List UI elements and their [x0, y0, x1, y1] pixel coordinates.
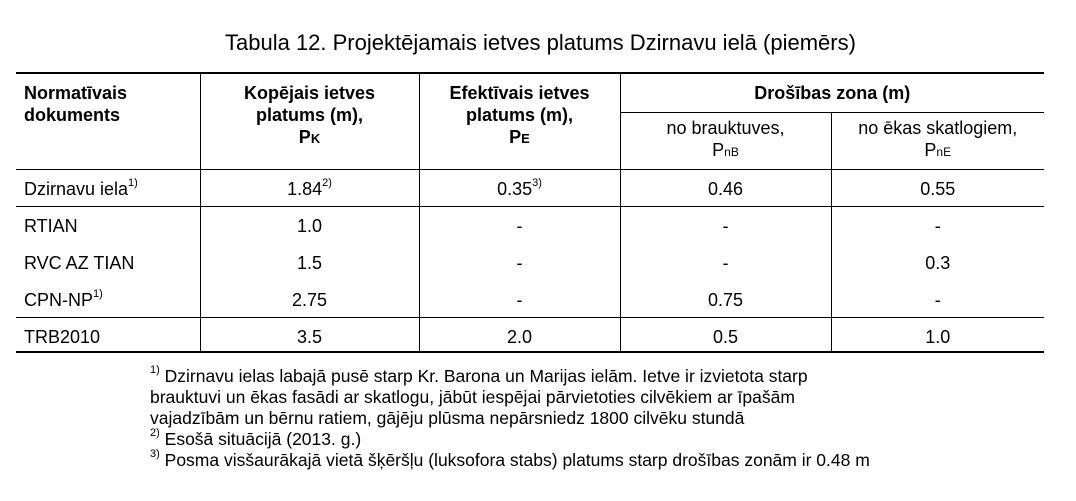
table-row: RVC AZ TIAN 1.5 - - 0.3 [16, 237, 1044, 274]
header-effective-width: Efektīvais ietves platums (m), PE [419, 72, 621, 170]
cell-effective: - [419, 274, 621, 318]
cell-road: - [620, 206, 832, 237]
cell-total: 1.5 [200, 237, 420, 274]
cell-total: 1.0 [200, 206, 420, 237]
footnote-1: 1) Dzirnavu ielas labajā pusē starp Kr. … [150, 364, 808, 386]
footnote-1-line-2: brauktuvi un ēkas fasādi ar skatlogu, jā… [150, 387, 795, 407]
header-from-building: no ēkas skatlogiem, PnE [858, 118, 1018, 160]
cell-effective: 0.353) [419, 169, 621, 207]
cell-building: - [934, 290, 941, 310]
footnote-2: 2) Esošā situācijā (2013. g.) [150, 427, 362, 449]
cell-building: 0.3 [925, 253, 951, 273]
cell-road: 0.75 [620, 274, 832, 318]
cell-building: 1.0 [831, 317, 1044, 353]
cell-total: 1.842) [200, 169, 420, 207]
cell-doc: RTIAN [16, 206, 201, 237]
header-normative-document: Normatīvais dokuments [16, 72, 201, 170]
header-total-width: Kopējais ietves platums (m), PK [200, 72, 420, 170]
header-from-road: no brauktuves, PnB [620, 112, 832, 170]
cell-doc: RVC AZ TIAN [16, 237, 201, 274]
cell-road: 0.46 [620, 169, 832, 207]
footnote-1-line-3: vajadzībām un bērnu ratiem, gājēju plūsm… [150, 408, 745, 428]
cell-road: 0.5 [620, 317, 832, 353]
footnote-3: 3) Posma visšaurākajā vietā šķēršļu (luk… [150, 448, 870, 470]
cell-building: - [831, 206, 1044, 237]
sidewalk-width-table: Normatīvais dokuments Kopējais ietves pl… [16, 72, 1044, 353]
cell-effective: - [419, 237, 621, 274]
footnotes: 1) Dzirnavu ielas labajā pusē starp Kr. … [150, 364, 1050, 471]
table-row: CPN-NP1) 2.75 - 0.75 - [16, 274, 1044, 318]
cell-doc: TRB2010 [16, 317, 201, 353]
cell-effective: 2.0 [419, 317, 621, 353]
table-row: RTIAN 1.0 - - - [16, 206, 1044, 237]
cell-building: 0.55 [831, 169, 1044, 207]
header-safety-zone: Drošības zona (m) [620, 72, 1044, 113]
table-row: Dzirnavu iela1) 1.842) 0.353) 0.46 0.55 [16, 169, 1044, 207]
cell-doc: Dzirnavu iela1) [16, 169, 201, 207]
cell-doc: CPN-NP1) [16, 274, 201, 318]
table-caption: Tabula 12. Projektējamais ietves platums… [225, 30, 856, 55]
cell-effective: - [419, 206, 621, 237]
table-row: TRB2010 3.5 2.0 0.5 1.0 [16, 317, 1044, 353]
cell-total: 3.5 [200, 317, 420, 353]
cell-road: - [620, 237, 832, 274]
cell-total: 2.75 [200, 274, 420, 318]
